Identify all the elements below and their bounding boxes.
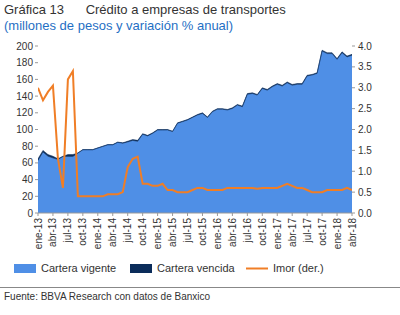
x-tick — [142, 213, 143, 216]
chart: 0 20 40 60 80 100 120 140 160 180 200 0.0 0.5 1.0 1.5 2… — [0, 0, 400, 287]
x-tick — [157, 213, 158, 216]
line — [38, 71, 352, 196]
y-tick — [35, 112, 38, 113]
y-tick — [35, 46, 38, 47]
x-tick — [172, 213, 173, 216]
x-tick-label: jul-13 — [62, 218, 73, 244]
legend-label: Cartera vencida — [157, 262, 236, 274]
y2-tick — [352, 66, 355, 67]
x-tick — [307, 213, 308, 216]
y-tick-label: 0 — [27, 208, 33, 219]
y2-tick — [352, 150, 355, 151]
x-tick-label: abr-16 — [227, 218, 238, 247]
y-tick-label: 200 — [16, 41, 33, 52]
x-tick-label: ene-15 — [152, 218, 163, 250]
x-tick — [277, 213, 278, 216]
y-tick — [35, 196, 38, 197]
x-tick — [38, 213, 39, 216]
area — [38, 50, 352, 160]
x-axis — [38, 213, 352, 214]
x-tick — [97, 213, 98, 216]
y-tick-label: 120 — [16, 107, 33, 118]
y2-tick — [352, 46, 355, 47]
y2-tick-label: 0.0 — [358, 208, 372, 219]
x-tick-label: jul-17 — [302, 218, 313, 244]
legend-label: Cartera vigente — [41, 262, 116, 274]
y-tick-label: 40 — [22, 174, 34, 185]
y2-tick — [352, 108, 355, 109]
x-tick — [67, 213, 68, 216]
x-tick — [322, 213, 323, 216]
y2-tick-label: 3.5 — [358, 61, 372, 72]
y2-tick-label: 1.0 — [358, 166, 372, 177]
x-tick-label: oct-17 — [317, 218, 328, 246]
x-tick-label: abr-15 — [167, 218, 178, 247]
x-tick — [127, 213, 128, 216]
legend-label: Imor (der.) — [273, 262, 324, 274]
x-tick-label: abr-13 — [47, 218, 58, 247]
y2-tick-label: 1.5 — [358, 145, 372, 156]
x-tick — [112, 213, 113, 216]
x-tick-label: ene-16 — [212, 218, 223, 250]
y2-tick-label: 2.0 — [358, 124, 372, 135]
title: Gráfica 13 Crédito a empresas de transpo… — [4, 2, 286, 17]
legend-swatch — [14, 264, 36, 273]
x-tick — [52, 213, 53, 216]
x-tick-label: abr-17 — [287, 218, 298, 247]
y-tick — [35, 79, 38, 80]
x-tick-label: ene-13 — [33, 218, 44, 250]
y-tick-label: 160 — [16, 74, 33, 85]
x-tick-label: oct-13 — [77, 218, 88, 246]
x-tick — [217, 213, 218, 216]
y-tick-label: 100 — [16, 124, 33, 135]
x-tick-label: ene-17 — [272, 218, 283, 250]
y2-tick-label: 3.0 — [358, 82, 372, 93]
x-tick-label: abr-14 — [107, 218, 118, 247]
x-tick — [262, 213, 263, 216]
y2-tick — [352, 192, 355, 193]
y-tick-label: 80 — [22, 141, 34, 152]
x-tick — [202, 213, 203, 216]
y-tick — [35, 179, 38, 180]
x-tick-label: jul-16 — [242, 218, 253, 244]
x-tick — [337, 213, 338, 216]
x-tick-label: oct-14 — [137, 218, 148, 246]
x-tick-label: oct-16 — [257, 218, 268, 246]
separator — [0, 287, 400, 288]
y-tick-label: 60 — [22, 157, 34, 168]
y-tick-label: 140 — [16, 91, 33, 102]
y-tick-label: 20 — [22, 191, 34, 202]
y2-tick — [352, 129, 355, 130]
y-tick — [35, 162, 38, 163]
x-tick-label: ene-18 — [332, 218, 343, 250]
legend-swatch — [130, 264, 152, 273]
y2-tick-label: 4.0 — [358, 41, 372, 52]
y-tick — [35, 146, 38, 147]
x-tick-label: jul-14 — [122, 218, 133, 244]
x-tick — [352, 213, 353, 216]
y-tick-label: 180 — [16, 57, 33, 68]
x-tick — [187, 213, 188, 216]
x-tick — [82, 213, 83, 216]
x-tick-label: ene-14 — [92, 218, 103, 250]
x-tick-label: oct-15 — [197, 218, 208, 246]
y2-tick-label: 2.5 — [358, 103, 372, 114]
y2-tick — [352, 171, 355, 172]
legend-swatch — [246, 268, 268, 270]
x-tick-label: abr-18 — [347, 218, 358, 247]
x-tick — [292, 213, 293, 216]
x-tick — [247, 213, 248, 216]
y2-tick-label: 0.5 — [358, 187, 372, 198]
y2-tick — [352, 87, 355, 88]
x-tick — [232, 213, 233, 216]
y-tick — [35, 129, 38, 130]
plot-data — [38, 50, 352, 213]
x-tick-label: jul-15 — [182, 218, 193, 244]
subtitle: (millones de pesos y variación % anual) — [4, 18, 233, 33]
y-tick — [35, 96, 38, 97]
area — [38, 51, 352, 213]
y-tick — [35, 62, 38, 63]
source: Fuente: BBVA Research con datos de Banxi… — [4, 291, 210, 302]
